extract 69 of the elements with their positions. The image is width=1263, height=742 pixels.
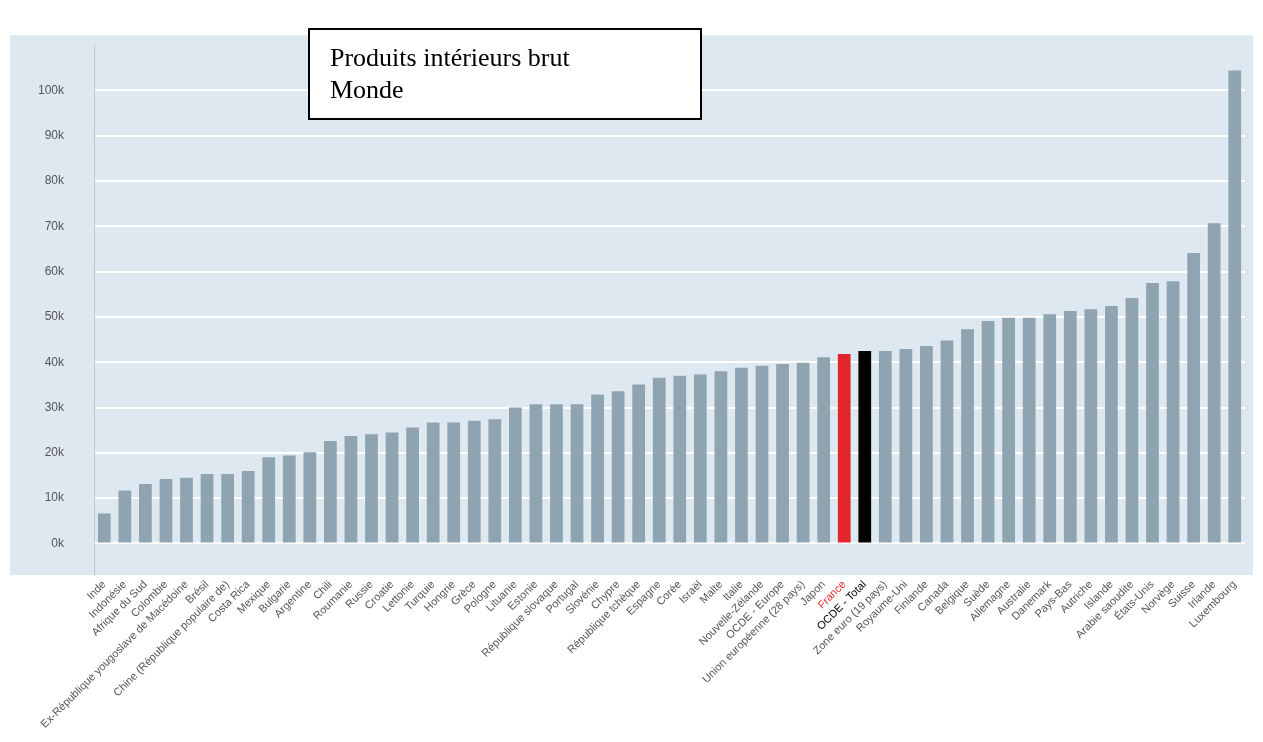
- y-tick-label: 20k: [44, 445, 66, 460]
- bar: [324, 441, 337, 543]
- bar: [652, 377, 666, 543]
- bar: [467, 420, 481, 543]
- bar: [1187, 253, 1200, 543]
- bar: [858, 350, 872, 543]
- bar: [221, 474, 234, 543]
- bar: [282, 455, 296, 543]
- bar: [1228, 70, 1242, 543]
- y-tick-label: 0k: [51, 535, 66, 550]
- bar: [611, 391, 625, 543]
- bar: [981, 321, 995, 543]
- bar: [447, 422, 461, 543]
- y-tick-label: 50k: [44, 309, 66, 324]
- bar: [385, 432, 399, 543]
- bar: [735, 367, 748, 543]
- bar: [406, 427, 419, 543]
- y-tick-label: 80k: [44, 173, 66, 188]
- y-tick-label: 60k: [44, 263, 66, 278]
- bar: [180, 477, 193, 543]
- bar: [488, 419, 502, 543]
- bar: [940, 340, 954, 543]
- bar: [118, 490, 132, 543]
- bar: [529, 404, 543, 543]
- bar: [550, 404, 563, 543]
- bar: [632, 384, 646, 543]
- bar: [303, 452, 317, 543]
- y-tick-label: 40k: [44, 354, 66, 369]
- bar: [97, 513, 111, 543]
- bar: [139, 484, 152, 543]
- y-tick-label: 70k: [44, 218, 66, 233]
- bar: [159, 479, 173, 543]
- bar: [508, 407, 522, 543]
- bar: [1084, 309, 1098, 543]
- bar: [1043, 314, 1057, 543]
- bar: [262, 457, 276, 543]
- bar: [693, 374, 707, 543]
- bar: [817, 357, 831, 543]
- y-tick-label: 90k: [44, 128, 66, 143]
- bar: [1207, 223, 1221, 543]
- bar: [591, 394, 604, 543]
- bar: [1105, 306, 1118, 543]
- bar: [1166, 281, 1180, 543]
- bar: [241, 470, 255, 543]
- bar: [899, 349, 913, 543]
- y-tick-label: 10k: [44, 490, 66, 505]
- bar: [920, 345, 933, 543]
- bar: [1022, 317, 1036, 543]
- bar: [200, 474, 214, 543]
- bar: [365, 434, 378, 543]
- bar: [796, 362, 810, 543]
- bar: [714, 371, 728, 543]
- y-tick-label: 100k: [37, 82, 66, 97]
- bar: [344, 436, 358, 543]
- bar: [961, 329, 974, 543]
- bar: [1063, 311, 1077, 543]
- bar: [1125, 297, 1139, 543]
- bar: [1002, 317, 1016, 543]
- bar: [570, 404, 584, 543]
- bar: [776, 364, 789, 543]
- bar: [1146, 282, 1159, 543]
- y-tick-label: 30k: [44, 399, 66, 414]
- bar: [426, 422, 440, 543]
- bar: [878, 350, 892, 543]
- bar: [673, 375, 687, 543]
- title-box: Produits intérieurs brut Monde: [308, 28, 702, 120]
- bar: [755, 365, 769, 543]
- bar: [837, 354, 851, 543]
- chart-title: Produits intérieurs brut: [330, 42, 571, 74]
